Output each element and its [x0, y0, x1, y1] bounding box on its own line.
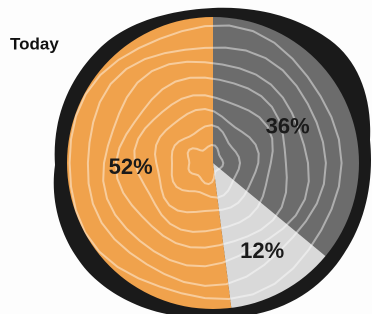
page: {"chart_data": {"type": "pie", "title": … — [0, 0, 372, 314]
slice-label: 12% — [240, 238, 284, 263]
slice-label: 36% — [266, 114, 310, 139]
chart: Today 36% 12% 52% — [0, 0, 372, 314]
slice-label: 52% — [109, 154, 153, 179]
chart-title: Today — [10, 34, 59, 53]
